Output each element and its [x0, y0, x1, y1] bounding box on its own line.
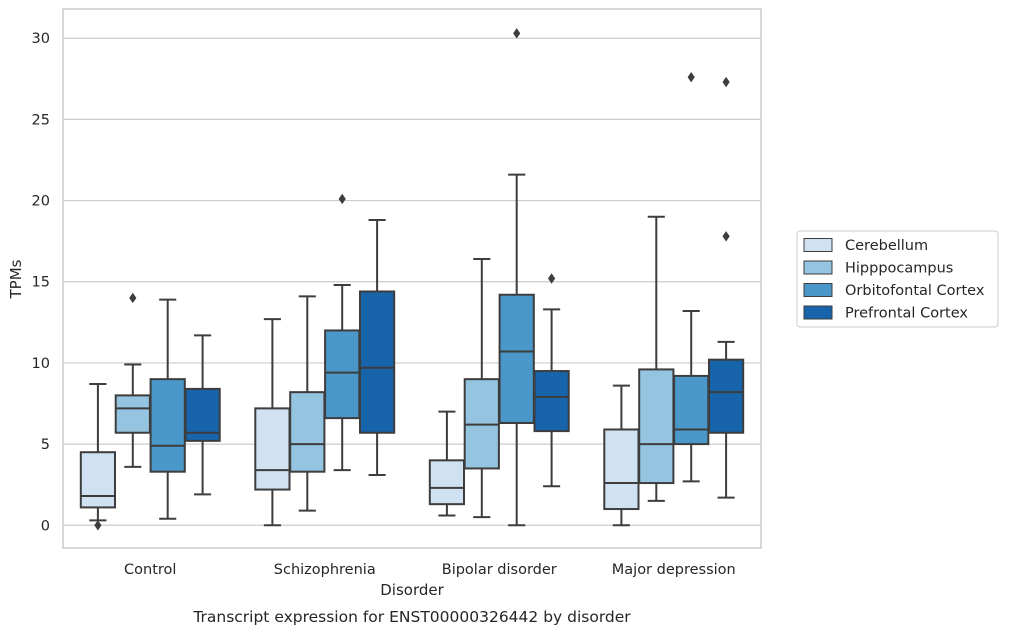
- legend-swatch: [803, 283, 833, 297]
- outlier-point: [722, 231, 730, 242]
- legend-items: Cerebellum Hipppocampus Orbitofontal Corte…: [803, 238, 985, 322]
- legend-label: Prefrontal Cortex: [845, 306, 968, 322]
- box-prefrontal-cortex: [707, 76, 745, 499]
- boxes: [79, 28, 745, 531]
- box-prefrontal-cortex: [358, 219, 396, 476]
- y-tick-label: 5: [41, 437, 50, 453]
- box-cerebellum: [428, 410, 466, 517]
- iqr-box: [707, 358, 745, 434]
- iqr-box: [358, 290, 396, 434]
- box-hipppocampus: [114, 292, 151, 468]
- y-tick-label: 15: [32, 275, 50, 291]
- chart-caption: Transcript expression for ENST0000032644…: [192, 608, 631, 626]
- iqr-box: [324, 329, 361, 420]
- iqr-box: [498, 293, 535, 424]
- iqr-box: [79, 451, 117, 509]
- iqr-box: [673, 374, 710, 446]
- box-orbitofontal-cortex: [498, 28, 535, 527]
- box-orbitofontal-cortex: [324, 193, 361, 472]
- y-tick-label: 30: [32, 31, 50, 47]
- legend-swatch: [803, 238, 833, 252]
- x-tick-label: Control: [124, 562, 176, 578]
- box-hipppocampus: [638, 215, 675, 502]
- iqr-box: [638, 368, 675, 485]
- x-axis-label: Disorder: [380, 581, 444, 599]
- outlier-point: [722, 76, 730, 88]
- outlier-point: [687, 71, 695, 83]
- box-orbitofontal-cortex: [149, 298, 186, 520]
- legend-swatch: [803, 260, 833, 275]
- legend-label: Cerebellum: [845, 238, 928, 254]
- y-tick-labels: 0 5 10 15 20 25 30: [32, 31, 50, 534]
- box-hipppocampus: [463, 258, 500, 519]
- box-prefrontal-cortex: [533, 273, 570, 488]
- iqr-box: [149, 378, 186, 473]
- iqr-box: [114, 394, 151, 434]
- box-cerebellum: [603, 384, 640, 527]
- box-cerebellum: [79, 383, 117, 531]
- x-tick-labels: Control Schizophrenia Bipolar disorder Majo…: [124, 562, 736, 578]
- iqr-box: [428, 459, 466, 506]
- plot-area-frame: [62, 8, 762, 549]
- outlier-point: [338, 193, 346, 205]
- iqr-box: [289, 391, 326, 473]
- outlier-point: [548, 273, 556, 284]
- iqr-box: [603, 428, 640, 511]
- box-orbitofontal-cortex: [673, 71, 710, 483]
- legend: Cerebellum Hipppocampus Orbitofontal Corte…: [796, 230, 999, 328]
- box-hipppocampus: [289, 295, 326, 512]
- y-tick-label: 20: [32, 194, 50, 210]
- x-tick-label: Bipolar disorder: [442, 562, 557, 578]
- legend-swatch: [803, 305, 833, 320]
- y-tick-label: 10: [32, 356, 50, 372]
- x-tick-label: Major depression: [612, 562, 736, 578]
- outlier-point: [94, 520, 102, 531]
- outlier-point: [513, 28, 521, 39]
- outlier-point: [129, 292, 137, 304]
- box-prefrontal-cortex: [184, 334, 221, 496]
- y-axis-label: TPMs: [7, 259, 25, 299]
- legend-label: Hipppocampus: [845, 261, 953, 277]
- legend-label: Orbitofontal Cortex: [845, 283, 985, 299]
- legend-frame: [796, 230, 999, 328]
- iqr-box: [533, 370, 570, 433]
- y-tick-label: 25: [32, 112, 50, 128]
- y-tick-label: 0: [41, 518, 50, 534]
- iqr-box: [254, 407, 291, 491]
- x-tick-label: Schizophrenia: [274, 562, 376, 578]
- box-cerebellum: [254, 318, 291, 527]
